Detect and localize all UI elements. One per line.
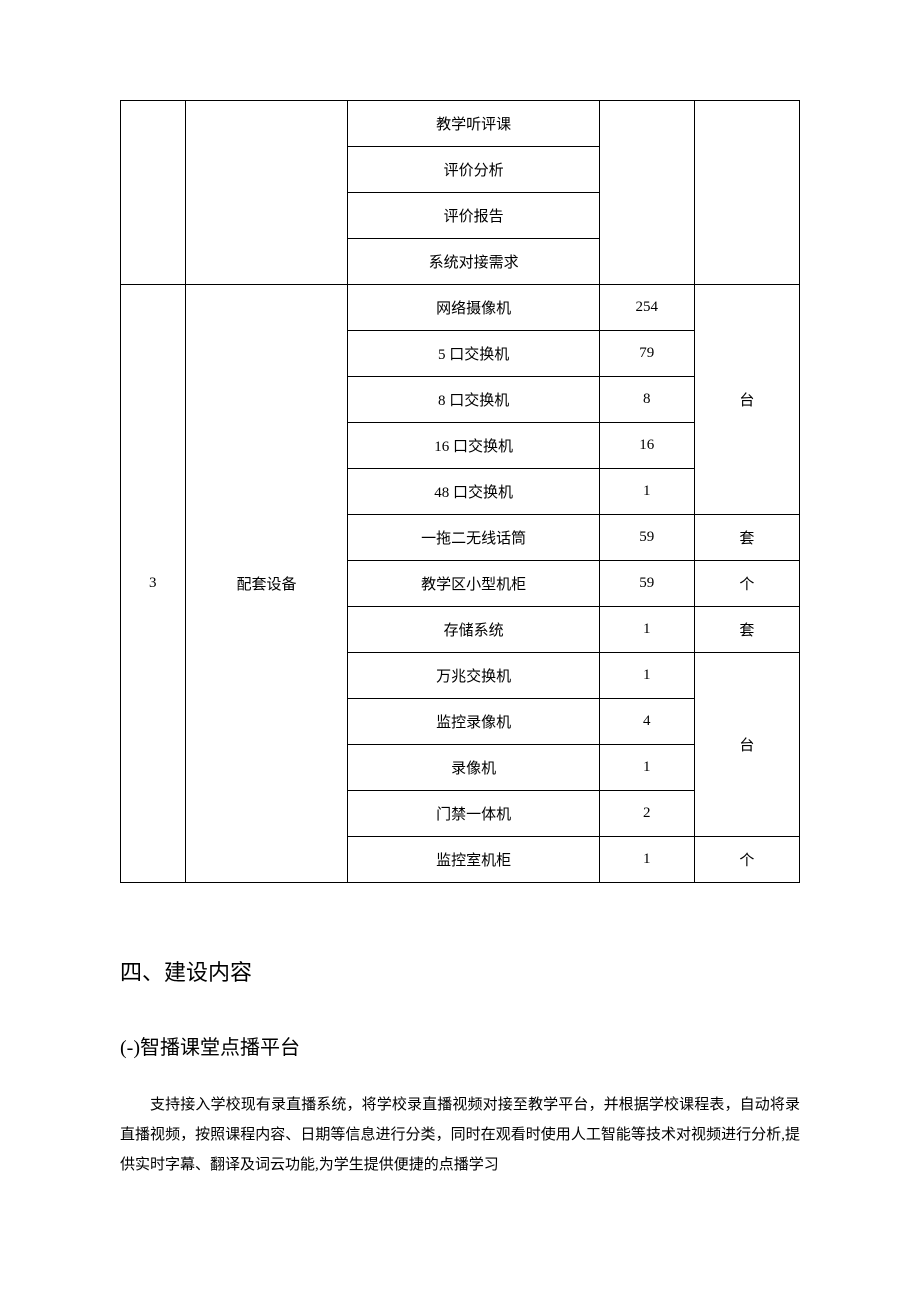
cell-item: 存储系统	[348, 607, 599, 653]
cell-qty: 79	[599, 331, 694, 377]
cell-item: 门禁一体机	[348, 791, 599, 837]
cell-item: 录像机	[348, 745, 599, 791]
cell-item: 监控录像机	[348, 699, 599, 745]
cell-qty: 59	[599, 561, 694, 607]
cell-category: 配套设备	[185, 285, 348, 883]
cell-item: 评价报告	[348, 193, 599, 239]
cell-item: 监控室机柜	[348, 837, 599, 883]
cell-qty-continued	[599, 101, 694, 285]
section-heading: 四、建设内容	[120, 955, 800, 987]
cell-item: 一拖二无线话筒	[348, 515, 599, 561]
cell-index: 3	[121, 285, 186, 883]
cell-qty: 1	[599, 607, 694, 653]
cell-unit: 套	[694, 607, 799, 653]
cell-qty: 8	[599, 377, 694, 423]
cell-qty: 2	[599, 791, 694, 837]
table-row: 教学听评课	[121, 101, 800, 147]
cell-category-continued	[185, 101, 348, 285]
cell-unit: 台	[694, 653, 799, 837]
cell-item: 16 口交换机	[348, 423, 599, 469]
cell-qty: 1	[599, 837, 694, 883]
cell-qty: 4	[599, 699, 694, 745]
cell-qty: 254	[599, 285, 694, 331]
cell-qty: 1	[599, 745, 694, 791]
cell-item: 系统对接需求	[348, 239, 599, 285]
cell-unit: 个	[694, 561, 799, 607]
cell-item: 教学区小型机柜	[348, 561, 599, 607]
cell-qty: 16	[599, 423, 694, 469]
specification-table: 教学听评课 评价分析 评价报告 系统对接需求 3 配套设备 网络摄像机 254 …	[120, 100, 800, 883]
body-paragraph: 支持接入学校现有录直播系统，将学校录直播视频对接至教学平台，并根据学校课程表，自…	[120, 1090, 800, 1180]
cell-item: 网络摄像机	[348, 285, 599, 331]
cell-qty: 1	[599, 469, 694, 515]
cell-item: 48 口交换机	[348, 469, 599, 515]
cell-index-continued	[121, 101, 186, 285]
cell-qty: 1	[599, 653, 694, 699]
cell-qty: 59	[599, 515, 694, 561]
cell-unit: 台	[694, 285, 799, 515]
table-row: 3 配套设备 网络摄像机 254 台	[121, 285, 800, 331]
cell-item: 评价分析	[348, 147, 599, 193]
cell-unit-continued	[694, 101, 799, 285]
cell-unit: 个	[694, 837, 799, 883]
cell-item: 教学听评课	[348, 101, 599, 147]
subsection-heading: (-)智播课堂点播平台	[120, 1031, 800, 1060]
cell-item: 5 口交换机	[348, 331, 599, 377]
cell-item: 8 口交换机	[348, 377, 599, 423]
cell-unit: 套	[694, 515, 799, 561]
cell-item: 万兆交换机	[348, 653, 599, 699]
